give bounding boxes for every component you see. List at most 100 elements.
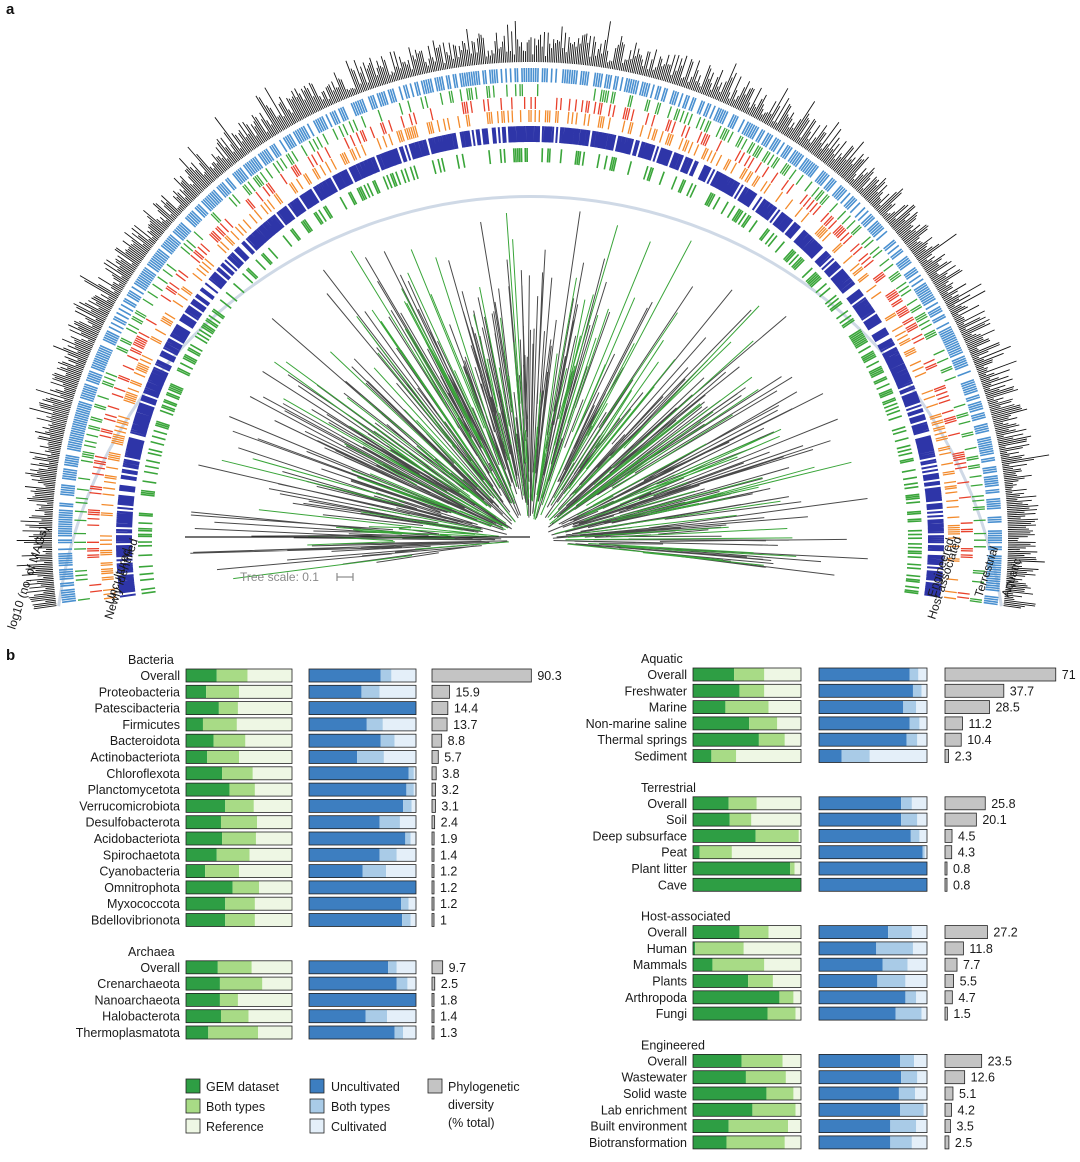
green-bar-frame — [692, 974, 802, 988]
green-segment — [186, 1009, 221, 1023]
blue-segment — [413, 766, 416, 780]
pd-bar — [944, 1102, 952, 1117]
pd-value: 4.7 — [958, 991, 975, 1005]
blue-segment — [365, 1009, 388, 1023]
blue-segment — [916, 990, 927, 1004]
blue-bar-frame — [308, 815, 417, 830]
green-segment — [793, 990, 801, 1004]
pd-bar — [944, 667, 1057, 682]
green-segment — [726, 1135, 785, 1149]
pd-bar — [944, 716, 963, 731]
green-bar-frame — [692, 1086, 802, 1101]
green-segment — [239, 750, 292, 764]
blue-segment — [387, 1009, 416, 1023]
blue-bar-frame — [818, 941, 928, 956]
green-segment — [186, 977, 220, 991]
blue-segment — [911, 1135, 927, 1149]
blue-bar-frame — [818, 749, 928, 763]
row-label: Overall — [140, 669, 180, 683]
blue-bar-frame — [818, 683, 928, 698]
green-segment — [764, 958, 801, 972]
table-row: Plant litter 0.8 — [631, 861, 970, 876]
row-label: Overall — [647, 797, 687, 811]
green-segment — [788, 1119, 801, 1133]
blue-segment — [911, 925, 927, 939]
blue-bar-frame — [818, 925, 928, 939]
row-label: Overall — [140, 961, 180, 975]
green-segment — [766, 1087, 794, 1100]
green-segment — [693, 733, 759, 747]
uncultured-ticks — [115, 125, 945, 598]
row-label: Actinobacteriota — [90, 751, 180, 765]
row-label: Wastewater — [621, 1071, 687, 1085]
blue-segment — [379, 848, 397, 862]
green-segment — [258, 1026, 292, 1039]
pd-bar — [944, 990, 953, 1005]
green-segment — [693, 668, 735, 681]
legend-swatch-both-green — [185, 1098, 201, 1114]
row-label: Omnitrophota — [104, 881, 180, 895]
blue-segment — [407, 977, 416, 991]
table-row: Thermal springs 10.4 — [597, 732, 992, 747]
blue-segment — [309, 1026, 395, 1039]
blue-bar-frame — [308, 1009, 417, 1024]
pd-value: 1.9 — [440, 832, 457, 846]
blue-bar-frame — [308, 993, 417, 1007]
green-bar-frame — [692, 877, 802, 892]
green-bar-frame — [692, 957, 802, 972]
blue-bar-frame — [818, 974, 928, 988]
pd-value: 3.1 — [441, 799, 458, 813]
aquatic-ring — [57, 67, 1003, 606]
row-label: Firmicutes — [122, 718, 180, 732]
green-segment — [206, 685, 239, 699]
histogram-spikes — [16, 20, 1050, 610]
green-segment — [693, 829, 756, 843]
pd-bar — [944, 1070, 966, 1085]
blue-segment — [406, 783, 414, 797]
pd-value: 1.3 — [440, 1026, 457, 1040]
table-row: Biotransformation 2.5 — [589, 1135, 972, 1150]
green-segment — [186, 832, 223, 845]
blue-segment — [819, 733, 907, 747]
blue-bar-frame — [818, 861, 928, 876]
green-segment — [225, 897, 255, 911]
pd-bar — [431, 815, 436, 830]
table-row: Solid waste 5.1 — [623, 1086, 976, 1101]
blue-bar-frame — [818, 845, 928, 860]
pd-bar — [944, 749, 949, 763]
row-label: Soil — [666, 813, 687, 827]
blue-segment — [912, 684, 922, 698]
table-row: Overall 90.3 — [140, 668, 562, 683]
green-segment — [756, 796, 801, 810]
row-label: Overall — [647, 926, 687, 940]
blue-segment — [309, 685, 362, 699]
newly-identified-ticks — [137, 147, 923, 595]
pd-value: 1.4 — [440, 1010, 457, 1024]
pd-bar — [944, 732, 962, 747]
green-segment — [254, 913, 292, 927]
green-bar-frame — [692, 1119, 802, 1133]
blue-segment — [309, 832, 406, 845]
pd-bar — [944, 1135, 950, 1150]
legend-label-cultivated: Cultivated — [331, 1120, 387, 1134]
blue-bar-frame — [818, 796, 928, 811]
blue-segment — [819, 749, 842, 763]
row-label: Planctomycetota — [88, 783, 180, 797]
green-segment — [693, 749, 712, 763]
table-row: Lab enrichment 4.2 — [601, 1102, 975, 1117]
blue-bar-frame — [308, 766, 417, 781]
pd-bar — [431, 733, 443, 748]
pd-value: 4.3 — [958, 846, 975, 860]
blue-segment — [309, 977, 397, 991]
table-row: Plants 5.5 — [652, 974, 977, 989]
table-row: Built environment 3.5 — [590, 1119, 974, 1134]
row-label: Sediment — [634, 750, 687, 764]
blue-bar-frame — [308, 750, 417, 764]
table-row: Nanoarchaeota 1.8 — [95, 993, 457, 1007]
pd-value: 2.3 — [955, 750, 972, 764]
pd-value: 5.7 — [444, 751, 461, 765]
pd-bar — [944, 812, 977, 827]
blue-bar-frame — [308, 864, 417, 878]
green-segment — [208, 1026, 259, 1039]
blue-segment — [383, 750, 416, 764]
